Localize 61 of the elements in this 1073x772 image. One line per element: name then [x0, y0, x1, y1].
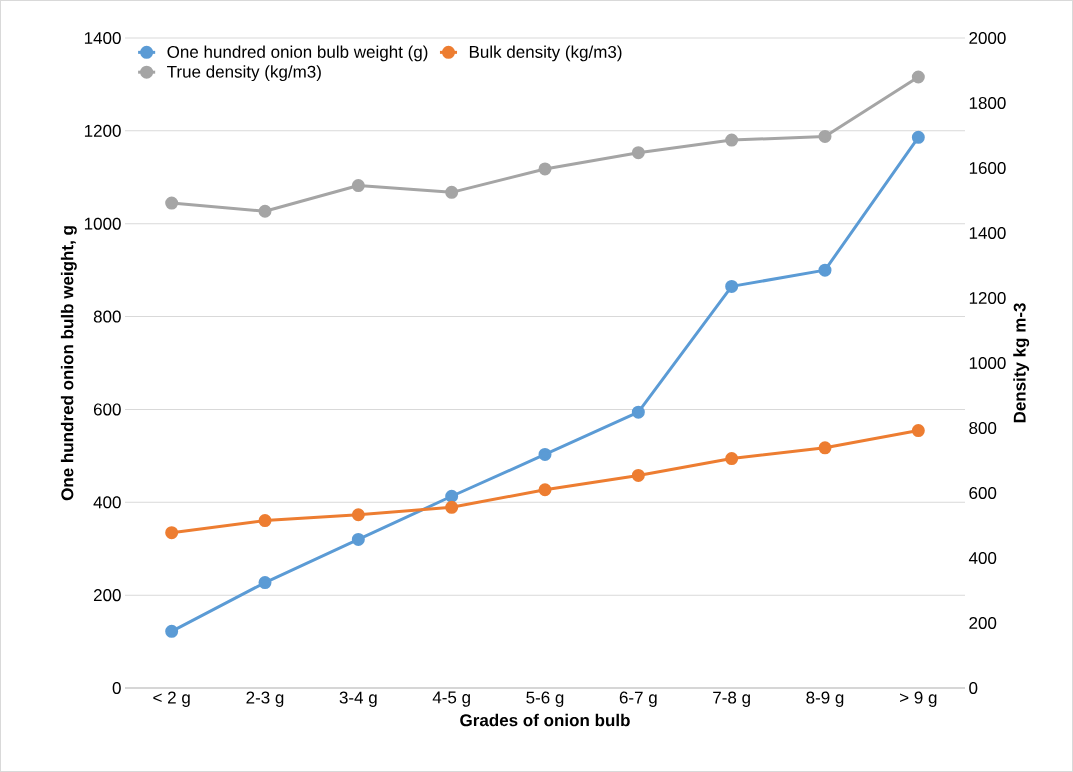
x-axis-title: Grades of onion bulb — [460, 713, 630, 727]
x-tick-label: 4-5 g — [432, 691, 470, 707]
point — [258, 514, 272, 528]
point — [351, 532, 365, 546]
point — [725, 279, 739, 293]
y2-tick-label: 1400 — [969, 226, 1006, 240]
y-tick-label: 1200 — [84, 124, 121, 137]
point — [445, 500, 459, 514]
point — [911, 70, 925, 84]
y2-tick-label: 400 — [968, 551, 997, 565]
y2-tick-label: 800 — [969, 421, 997, 435]
y-tick-label: 600 — [93, 403, 121, 416]
point — [911, 424, 925, 438]
y-tick-label: 200 — [93, 589, 121, 602]
y2-axis-title: Density kg m-3 — [1013, 303, 1030, 423]
y2-tick-label: 600 — [969, 486, 997, 500]
point — [351, 508, 365, 522]
point — [258, 576, 272, 590]
point — [818, 263, 832, 277]
point — [725, 133, 739, 147]
x-tick-label: 3-4 g — [339, 691, 377, 707]
point — [538, 483, 552, 497]
y-tick-label: 1400 — [84, 31, 121, 45]
point — [631, 468, 645, 482]
point — [911, 130, 925, 144]
x-tick-label: > 9 g — [900, 691, 937, 707]
y-tick-label: 400 — [93, 496, 121, 509]
y2-tick-label: 1800 — [969, 96, 1006, 110]
y-tick-label: 1000 — [84, 217, 121, 230]
point — [538, 447, 552, 461]
point — [445, 185, 459, 199]
point — [165, 624, 179, 638]
y2-tick-label: 0 — [969, 681, 978, 695]
x-tick-label: 8-9 g — [806, 691, 844, 707]
point — [818, 441, 832, 455]
y-tick-label: 800 — [93, 310, 121, 323]
y2-tick-label: 1200 — [969, 291, 1006, 305]
legend-label: One hundred onion bulb weight (g) — [167, 45, 428, 62]
x-tick-label: 7-8 g — [713, 691, 750, 707]
y-tick-label: 0 — [112, 681, 121, 695]
y2-tick-label: 1000 — [969, 356, 1006, 370]
point — [165, 196, 179, 210]
x-tick-label: 5-6 g — [526, 691, 564, 707]
point — [445, 489, 459, 503]
point — [818, 129, 832, 143]
legend-label: True density (kg/m3) — [167, 65, 321, 82]
y2-tick-label: 200 — [969, 616, 997, 630]
x-tick-label: 6-7 g — [619, 691, 657, 707]
point — [631, 146, 645, 160]
point — [538, 162, 552, 176]
point — [258, 204, 272, 218]
y2-tick-label: 2000 — [969, 31, 1006, 45]
x-tick-label: 2-3 g — [246, 691, 284, 707]
x-tick-label: < 2 g — [153, 691, 190, 707]
y-axis-title: One hundred onion bulb weight, g — [60, 226, 77, 501]
legend-label: Bulk density (kg/m3) — [469, 45, 622, 62]
point — [351, 179, 365, 193]
point — [165, 526, 179, 540]
point — [725, 452, 739, 466]
point — [631, 405, 645, 419]
y2-tick-label: 1600 — [969, 161, 1006, 175]
